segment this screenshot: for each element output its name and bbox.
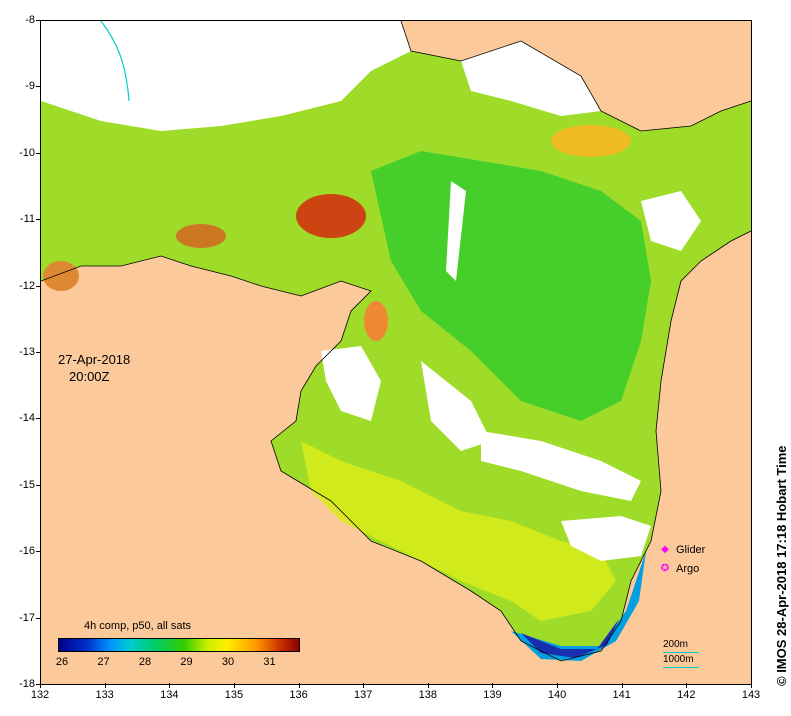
contour-key: 200m 1000m (663, 638, 699, 668)
y-tick-label: -9 (25, 80, 35, 93)
hot-patch (43, 261, 79, 291)
x-tick-label: 140 (547, 689, 567, 701)
x-tick-mark (621, 683, 623, 688)
cloud-mask (321, 346, 381, 421)
y-tick-mark (36, 152, 41, 154)
x-tick-mark (40, 683, 41, 688)
y-tick-label: -15 (19, 478, 35, 491)
x-tick-label: 137 (353, 689, 373, 701)
x-tick-mark (298, 683, 300, 688)
circle-icon: ✪ (660, 563, 670, 574)
y-tick-mark (36, 86, 41, 88)
contour-line-sample (663, 667, 699, 668)
legend-item-glider: ◆ Glider (658, 540, 705, 559)
contour-label-200m: 200m (663, 639, 689, 650)
x-tick-label: 139 (483, 689, 502, 701)
cloud-mask (41, 21, 411, 131)
cloud-mask (461, 41, 601, 116)
y-tick-label: -10 (19, 146, 35, 159)
y-tick-label: -12 (19, 279, 35, 292)
x-tick-mark (104, 683, 106, 688)
warm-band (301, 441, 616, 621)
cloud-mask (561, 516, 651, 561)
x-tick-mark (686, 683, 688, 688)
x-tick-label: 134 (160, 689, 179, 701)
x-tick-mark (557, 683, 559, 688)
x-tick-mark (492, 683, 494, 688)
sst-map-canvas (41, 21, 751, 684)
cloud-mask (421, 361, 491, 451)
colorbar-tick-label: 30 (221, 656, 235, 668)
x-tick-mark (363, 683, 365, 688)
contour-label-1000m: 1000m (663, 654, 694, 665)
y-tick-label: -18 (19, 678, 35, 690)
y-tick-mark (36, 551, 41, 553)
hot-patch (176, 224, 226, 248)
ocean-region (41, 21, 751, 661)
y-tick-mark (36, 285, 41, 287)
colorbar-tick-label: 28 (138, 656, 152, 668)
x-tick-mark (233, 683, 235, 688)
y-tick-label: -16 (19, 545, 35, 558)
river-line (100, 21, 130, 102)
hot-patch (364, 301, 388, 341)
y-tick-mark (36, 617, 41, 619)
y-tick-mark (36, 418, 41, 420)
y-tick-label: -14 (19, 412, 35, 425)
y-tick-mark (36, 684, 41, 685)
coastal-deep (521, 619, 619, 658)
x-tick-mark (751, 683, 752, 688)
legend-label: Argo (676, 562, 700, 575)
x-tick-label: 132 (30, 689, 50, 701)
cool-band (371, 151, 651, 421)
x-tick-label: 138 (418, 689, 437, 701)
colorbar-tick-label: 31 (263, 656, 276, 668)
hot-patch (551, 125, 631, 157)
y-tick-mark (36, 484, 41, 486)
hot-patch (296, 194, 366, 238)
x-tick-label: 133 (95, 689, 114, 701)
x-tick-mark (169, 683, 171, 688)
colorbar-title: 4h comp, p50, all sats (84, 620, 192, 632)
colorbar-tick-label: 27 (97, 656, 110, 668)
x-tick-label: 141 (612, 689, 631, 701)
x-tick-label: 135 (224, 689, 244, 701)
legend-item-argo: ✪ Argo (658, 559, 705, 578)
x-tick-label: 143 (741, 689, 761, 701)
timestamp-block: 27-Apr-2018 20:00Z (58, 351, 130, 385)
y-tick-mark (36, 20, 41, 21)
cloud-mask (481, 431, 641, 501)
x-tick-label: 136 (289, 689, 308, 701)
cloud-mask (446, 181, 466, 281)
credit-text: © IMOS 28-Apr-2018 17:18 Hobart Time (774, 445, 789, 686)
y-tick-label: -8 (25, 14, 35, 26)
y-tick-mark (36, 352, 41, 353)
x-tick-label: 142 (677, 689, 696, 701)
diamond-icon: ◆ (661, 544, 669, 555)
colorbar-tick-label: 26 (55, 656, 69, 668)
contour-line-sample (663, 652, 699, 653)
colorbar-tick-label: 29 (180, 656, 193, 668)
y-tick-label: -17 (19, 611, 35, 624)
colorbar (58, 638, 300, 652)
x-tick-mark (427, 683, 429, 688)
y-tick-mark (36, 219, 41, 221)
coastline (41, 21, 751, 662)
date-label: 27-Apr-2018 (58, 352, 131, 367)
sst-map (40, 20, 752, 685)
cloud-mask (641, 191, 701, 251)
y-tick-label: -11 (19, 213, 35, 226)
time-label: 20:00Z (69, 369, 110, 384)
legend-label: Glider (676, 543, 706, 556)
legend: ◆ Glider ✪ Argo (658, 540, 706, 578)
y-tick-label: -13 (19, 346, 35, 358)
